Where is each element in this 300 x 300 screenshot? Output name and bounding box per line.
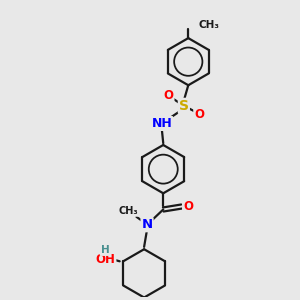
Text: CH₃: CH₃ bbox=[119, 206, 138, 216]
Text: OH: OH bbox=[96, 253, 116, 266]
Text: H: H bbox=[100, 245, 109, 255]
Text: O: O bbox=[164, 89, 173, 102]
Text: S: S bbox=[179, 99, 189, 113]
Text: CH₃: CH₃ bbox=[199, 20, 220, 30]
Text: O: O bbox=[194, 108, 204, 121]
Text: NH: NH bbox=[152, 117, 172, 130]
Text: O: O bbox=[183, 200, 193, 213]
Text: N: N bbox=[142, 218, 153, 231]
